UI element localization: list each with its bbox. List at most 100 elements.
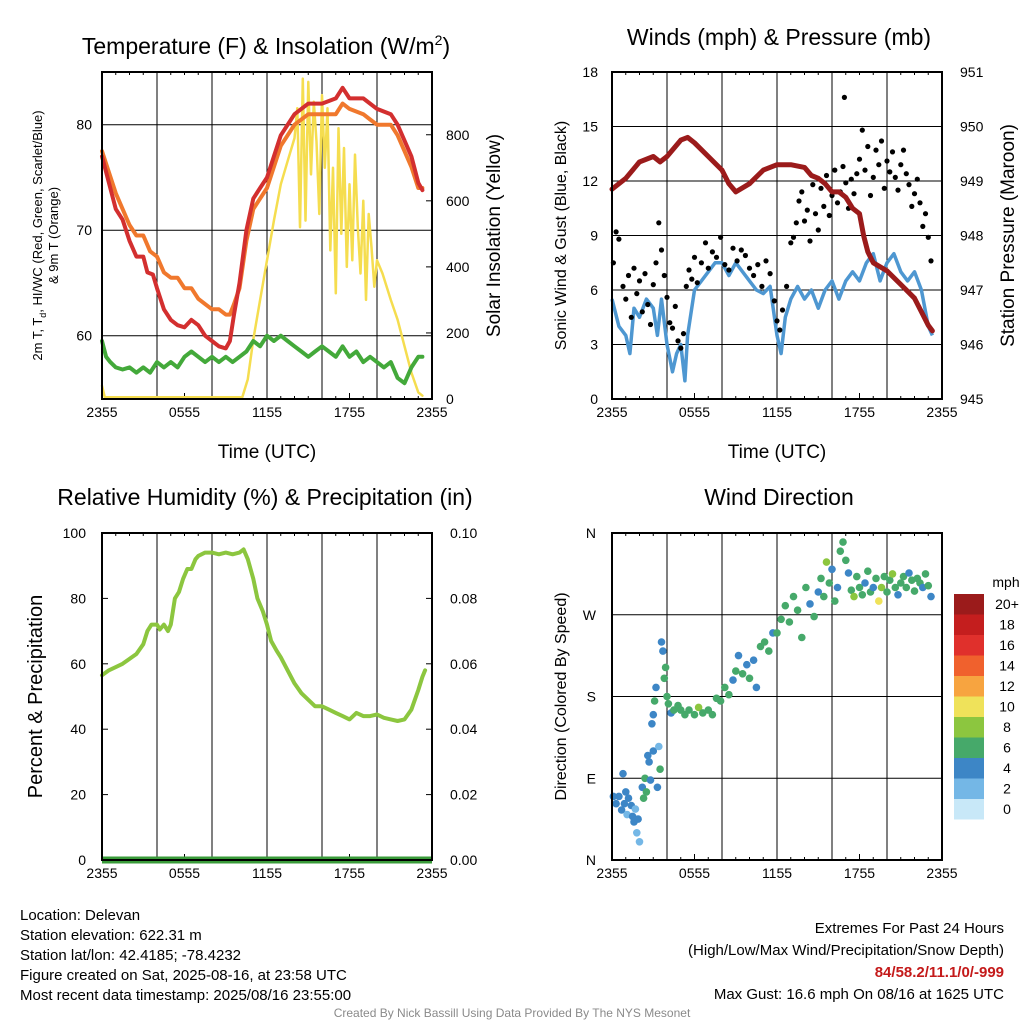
wind-direction-point xyxy=(650,697,659,705)
chart-title-main: Temperature (F) & Insolation (W/m xyxy=(82,33,435,59)
wind-direction-point xyxy=(888,570,897,578)
wind-direction-point xyxy=(656,765,664,773)
wind-direction-point xyxy=(883,588,891,596)
gust-point xyxy=(683,283,689,289)
y-right-tick-label: 0.04 xyxy=(450,721,477,737)
gust-point xyxy=(821,203,827,209)
gust-point xyxy=(620,283,626,289)
gust-point xyxy=(804,207,810,213)
legend-swatch xyxy=(954,635,984,656)
wind-direction-point xyxy=(872,574,880,583)
legend-swatch xyxy=(954,594,984,615)
y-right-axis-label: Solar Insolation (Yellow) xyxy=(484,134,505,337)
wind-direction-point xyxy=(649,747,658,755)
x-tick-label: 2355 xyxy=(86,404,117,420)
wind-direction-point xyxy=(789,592,798,601)
gust-point xyxy=(730,245,736,251)
y-right-tick-label: 0.00 xyxy=(450,852,477,868)
wind-direction-point xyxy=(822,558,831,566)
wind-direction-point xyxy=(644,751,652,760)
y-tick-label: 80 xyxy=(76,117,92,133)
gust-point xyxy=(876,162,882,168)
gust-point xyxy=(909,203,915,209)
figure-created: Figure created on Sat, 2025-08-16, at 23… xyxy=(20,967,347,984)
y-right-axis-label: Station Pressure (Maroon) xyxy=(998,124,1019,347)
x-tick-label: 1755 xyxy=(844,865,875,881)
x-axis-label: Time (UTC) xyxy=(728,442,827,463)
y-right-tick-label: 950 xyxy=(960,119,984,135)
extremes-panel: Extremes For Past 24 Hours (High/Low/Max… xyxy=(688,918,1004,1006)
gust-point xyxy=(631,265,637,271)
direction-tick-label: S xyxy=(587,689,596,705)
gust-point xyxy=(925,234,931,240)
gust-point xyxy=(718,234,724,240)
gust-point xyxy=(865,143,871,150)
chart-title-close: ) xyxy=(442,33,450,59)
y-right-tick-label: 800 xyxy=(446,127,470,143)
gust-point xyxy=(779,307,786,313)
gust-point xyxy=(694,280,700,286)
legend-label: 0 xyxy=(1003,801,1011,817)
max-gust: Max Gust: 16.6 mph On 08/16 at 1625 UTC xyxy=(713,986,1004,1003)
wind-direction-point xyxy=(924,581,933,590)
y-right-tick-label: 0 xyxy=(446,391,454,407)
legend-swatch xyxy=(954,778,984,799)
wind-direction-point xyxy=(642,788,651,796)
gust-point xyxy=(628,314,634,320)
wind-direction-point xyxy=(810,612,818,621)
gust-point xyxy=(658,247,665,253)
wind-direction-point xyxy=(858,591,867,599)
gust-point xyxy=(771,298,777,304)
station-elevation: Station elevation: 622.31 m xyxy=(20,927,202,944)
gust-point xyxy=(746,265,753,271)
y-tick-label: 100 xyxy=(63,525,87,541)
gust-point xyxy=(642,271,648,277)
y-right-tick-label: 951 xyxy=(960,64,984,80)
x-tick-label: 1155 xyxy=(252,865,282,881)
wind-direction-point xyxy=(639,794,648,802)
wind-direction-point xyxy=(721,683,729,692)
wind-direction-point xyxy=(828,565,836,574)
wind-direction-point xyxy=(738,670,747,678)
legend-swatch xyxy=(954,696,984,717)
legend-label: 20+ xyxy=(995,596,1019,612)
gust-point xyxy=(653,260,659,266)
gust-point xyxy=(856,156,863,162)
chart-title: Wind Direction xyxy=(704,484,854,510)
gust-point xyxy=(895,187,901,193)
legend-label: 14 xyxy=(999,658,1015,674)
y-tick-label: 40 xyxy=(70,721,86,737)
gust-point xyxy=(801,218,808,224)
humidity-line xyxy=(100,547,428,723)
speed-legend: mph 20+ 18 16 14 12 10 8 6 4 2 0 xyxy=(954,574,1020,820)
x-tick-label: 2355 xyxy=(926,404,957,420)
y-tick-label: 12 xyxy=(582,173,598,189)
gust-point xyxy=(898,162,904,168)
wind-direction-point xyxy=(716,697,725,705)
gust-point xyxy=(900,147,907,153)
gust-point xyxy=(686,267,692,273)
wind-direction-point xyxy=(855,583,864,592)
y-right-tick-label: 0.08 xyxy=(450,590,477,606)
wind-direction-point xyxy=(777,615,785,624)
gust-point xyxy=(751,272,757,279)
plot-frame xyxy=(611,71,943,400)
wind-direction-point xyxy=(833,583,842,592)
wind-direction-point xyxy=(734,651,743,660)
wind-direction-point xyxy=(622,788,630,796)
wind-direction-point xyxy=(839,538,847,546)
y-tick-label: 15 xyxy=(582,119,598,135)
direction-tick-label: W xyxy=(583,607,597,623)
legend-label: 10 xyxy=(999,699,1015,715)
wind-direction-point xyxy=(880,572,889,581)
plot-frame xyxy=(101,532,433,861)
legend-swatch xyxy=(954,758,984,779)
gust-point xyxy=(889,149,896,155)
x-tick-label: 0555 xyxy=(679,404,710,420)
wind-direction-point xyxy=(902,583,911,592)
y-right-tick-label: 0.06 xyxy=(450,656,477,672)
station-info: Location: Delevan Station elevation: 622… xyxy=(20,906,351,1006)
legend-label: 6 xyxy=(1003,740,1011,756)
gust-point xyxy=(848,176,854,182)
